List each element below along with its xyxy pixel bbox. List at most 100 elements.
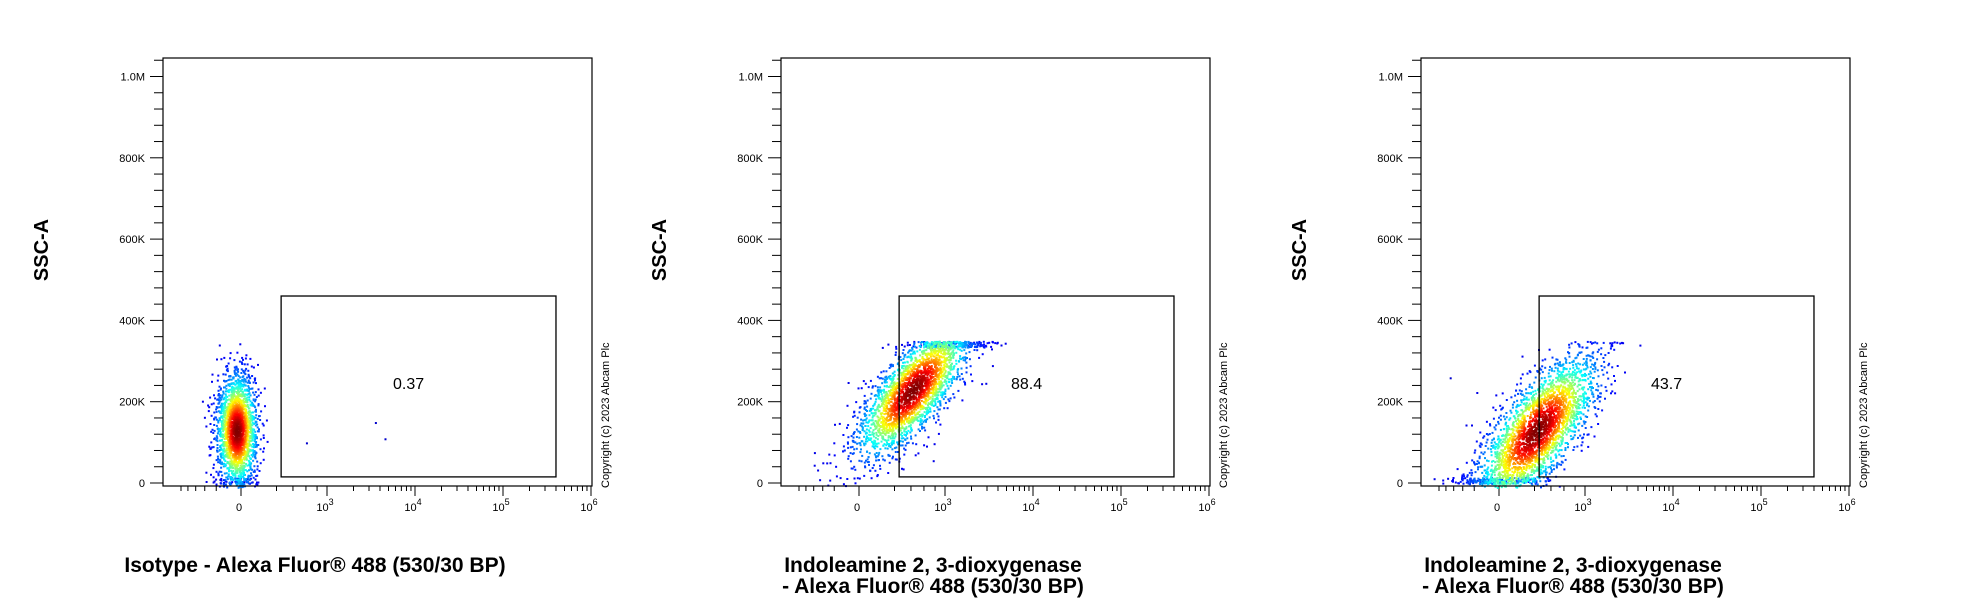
event-point <box>922 363 925 366</box>
event-point <box>857 387 860 390</box>
event-point <box>863 461 866 464</box>
event-point <box>909 364 911 367</box>
event-point <box>229 410 232 413</box>
event-point <box>220 412 222 415</box>
event-point <box>849 460 852 463</box>
event-point <box>932 355 935 358</box>
event-point <box>943 391 946 394</box>
event-point <box>948 348 951 351</box>
event-point <box>242 482 244 485</box>
event-point <box>928 367 931 370</box>
event-point <box>939 350 942 353</box>
event-point <box>865 428 868 431</box>
event-point <box>903 433 906 436</box>
event-point <box>246 393 249 396</box>
event-point <box>209 454 212 457</box>
event-point <box>959 357 961 360</box>
event-point <box>234 383 237 386</box>
event-point <box>877 435 880 438</box>
event-point <box>217 402 220 405</box>
event-point <box>872 429 875 432</box>
event-point <box>924 429 927 432</box>
event-point <box>222 457 225 459</box>
event-point <box>224 483 227 486</box>
event-point <box>828 453 831 456</box>
event-point <box>893 423 896 425</box>
event-point <box>215 435 218 438</box>
event-point <box>232 470 235 472</box>
event-point <box>224 390 227 393</box>
event-point <box>973 349 976 351</box>
event-point <box>887 398 890 401</box>
event-point <box>883 391 886 394</box>
event-point <box>930 350 933 353</box>
x-tick-label: 105 <box>1110 497 1127 514</box>
event-point <box>219 430 222 433</box>
event-point <box>976 342 979 345</box>
gate-rectangle[interactable] <box>898 295 1175 478</box>
event-point <box>216 440 219 443</box>
event-point <box>936 394 939 397</box>
event-point <box>243 395 246 398</box>
event-point <box>886 429 889 431</box>
event-point <box>901 377 904 380</box>
event-point <box>928 397 931 400</box>
event-point <box>937 394 940 397</box>
event-point <box>247 482 250 485</box>
gate-rectangle[interactable] <box>280 295 557 478</box>
event-point <box>243 481 246 484</box>
event-point <box>224 404 227 407</box>
event-point <box>889 384 892 387</box>
event-point <box>239 475 241 478</box>
event-point <box>920 377 923 380</box>
event-point <box>874 412 877 415</box>
event-point <box>943 345 946 348</box>
event-point <box>238 470 241 473</box>
event-point <box>243 401 246 403</box>
event-point <box>231 385 234 388</box>
event-point <box>885 425 888 428</box>
event-point <box>921 387 924 390</box>
event-point <box>892 455 894 458</box>
event-point <box>257 481 260 484</box>
event-point <box>886 377 889 380</box>
event-point <box>914 381 916 384</box>
event-point <box>874 394 877 397</box>
event-point <box>258 428 260 431</box>
event-point <box>895 446 898 449</box>
event-point <box>863 407 866 410</box>
event-point <box>911 346 914 349</box>
event-point <box>222 449 225 452</box>
event-point <box>221 425 224 428</box>
event-point <box>876 474 879 476</box>
event-point <box>829 462 832 465</box>
event-point <box>957 389 960 392</box>
event-point <box>950 364 952 366</box>
event-point <box>883 429 886 432</box>
event-point <box>929 368 932 371</box>
event-point <box>876 438 879 441</box>
event-point <box>871 423 874 426</box>
event-point <box>262 458 265 461</box>
event-point <box>235 463 238 466</box>
event-point <box>227 451 230 454</box>
event-point <box>238 360 241 363</box>
event-point <box>877 423 880 426</box>
event-point <box>252 451 255 454</box>
event-point <box>947 387 950 390</box>
event-point <box>890 415 892 418</box>
event-point <box>926 368 929 370</box>
event-point <box>961 357 964 359</box>
event-point <box>923 346 926 349</box>
event-point <box>873 447 876 450</box>
event-point <box>956 346 959 349</box>
event-point <box>222 390 225 393</box>
event-point <box>924 391 927 394</box>
event-point <box>904 417 907 420</box>
event-point <box>256 465 259 468</box>
event-point <box>236 414 238 417</box>
event-point <box>243 450 246 453</box>
event-point <box>885 412 888 415</box>
event-point <box>869 397 872 400</box>
event-point <box>862 380 865 383</box>
